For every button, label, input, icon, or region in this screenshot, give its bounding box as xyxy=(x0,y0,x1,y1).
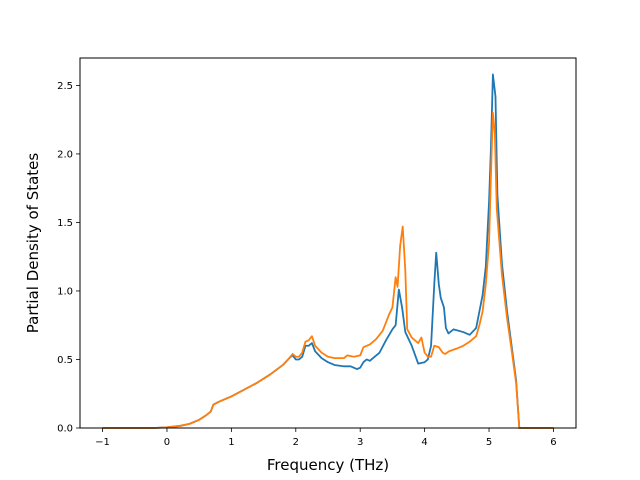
y-axis: 0.0 0.5 1.0 1.5 2.0 2.5 xyxy=(57,81,80,435)
y-tick-label: 2.0 xyxy=(57,149,73,160)
x-axis: −1 0 1 2 3 4 5 6 xyxy=(95,428,557,448)
x-tick-label: 2 xyxy=(293,437,299,448)
y-tick-label: 1.0 xyxy=(57,286,73,297)
x-tick-label: 5 xyxy=(486,437,492,448)
plot-frame xyxy=(79,57,577,429)
x-axis-label: Frequency (THz) xyxy=(267,456,389,474)
x-tick-label: −1 xyxy=(95,437,110,448)
y-tick-label: 0.5 xyxy=(57,355,73,366)
y-tick-label: 1.5 xyxy=(57,218,73,229)
series-layer xyxy=(102,73,554,429)
x-tick-label: 0 xyxy=(164,437,170,448)
y-tick-label: 0.0 xyxy=(57,424,73,435)
x-tick-label: 6 xyxy=(550,437,556,448)
x-tick-label: 1 xyxy=(228,437,234,448)
series-line-2 xyxy=(102,111,554,429)
x-tick-label: 4 xyxy=(421,437,427,448)
y-axis-label: Partial Density of States xyxy=(24,153,42,334)
x-tick-label: 3 xyxy=(357,437,363,448)
y-tick-label: 2.5 xyxy=(57,81,73,92)
